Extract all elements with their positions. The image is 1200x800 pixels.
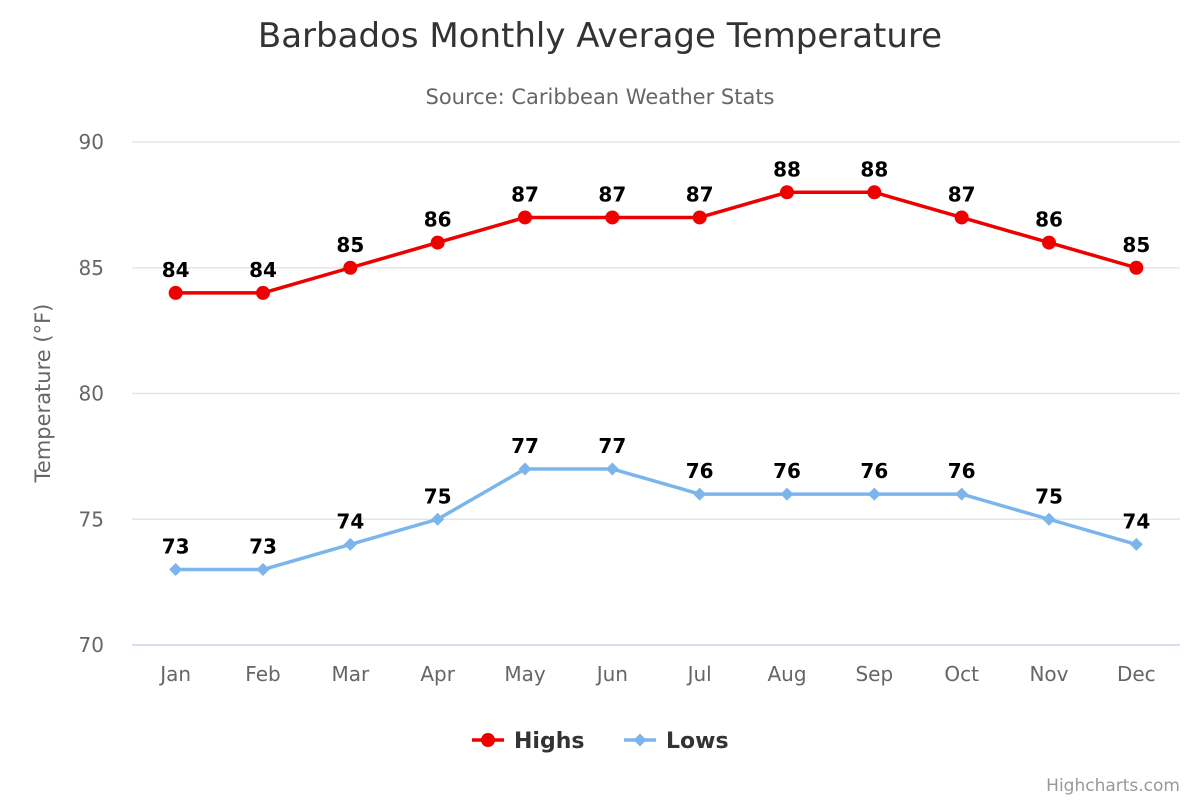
data-label: 76 — [686, 459, 714, 483]
data-label: 77 — [511, 434, 539, 458]
x-tick-label: Jul — [686, 662, 712, 686]
x-tick-label: Feb — [245, 662, 280, 686]
data-point[interactable] — [867, 185, 882, 200]
x-axis-ticks: Jan Feb Mar Apr May Jun Jul Aug Sep Oct Nov Dec — [158, 662, 1155, 686]
data-point[interactable] — [692, 210, 707, 225]
data-point[interactable] — [1129, 260, 1144, 275]
grid-lines — [132, 141, 1180, 646]
x-tick-label: Dec — [1117, 662, 1156, 686]
series-line — [175, 190, 1137, 295]
data-point[interactable] — [343, 537, 357, 551]
data-label: 86 — [1035, 208, 1063, 232]
data-point[interactable] — [955, 487, 969, 501]
legend: Highs Lows — [472, 729, 729, 754]
x-tick-label: Sep — [855, 662, 893, 686]
data-label: 85 — [1122, 233, 1150, 257]
x-tick-label: Nov — [1029, 662, 1068, 686]
series-highs: 84 84 85 86 87 87 87 88 88 87 86 85 — [162, 157, 1150, 300]
series-layer: 84 84 85 86 87 87 87 88 88 87 86 85 73 73 74 75 77 77 76 76… — [162, 157, 1150, 577]
data-label: 74 — [1122, 509, 1150, 533]
data-label: 75 — [424, 484, 452, 508]
data-point[interactable] — [1042, 512, 1056, 526]
y-tick-label: 75 — [79, 507, 104, 531]
data-label: 87 — [511, 182, 539, 206]
legend-label: Lows — [666, 729, 729, 754]
data-point[interactable] — [605, 210, 620, 225]
data-point[interactable] — [780, 487, 794, 501]
data-label: 86 — [424, 208, 452, 232]
chart-title: Barbados Monthly Average Temperature — [258, 16, 942, 56]
y-tick-label: 80 — [79, 382, 104, 406]
legend-item-lows[interactable]: Lows — [624, 729, 729, 754]
data-label: 84 — [162, 258, 190, 282]
data-label: 88 — [860, 157, 888, 181]
series-lows: 73 73 74 75 77 77 76 76 76 76 75 74 — [162, 434, 1150, 577]
x-tick-label: Aug — [767, 662, 806, 686]
data-point[interactable] — [693, 487, 707, 501]
data-point[interactable] — [1129, 537, 1143, 551]
x-tick-label: Jan — [158, 662, 191, 686]
data-point[interactable] — [256, 285, 270, 300]
y-axis-title: Temperature (°F) — [31, 304, 55, 484]
data-point[interactable] — [867, 487, 881, 501]
credits-link[interactable]: Highcharts.com — [1046, 776, 1180, 796]
data-point[interactable] — [954, 210, 969, 225]
data-label: 87 — [948, 182, 976, 206]
legend-item-highs[interactable]: Highs — [472, 729, 584, 754]
data-label: 87 — [686, 182, 714, 206]
data-point[interactable] — [431, 512, 445, 526]
y-axis-ticks: 70 75 80 85 90 — [79, 130, 104, 657]
x-tick-label: Oct — [944, 662, 979, 686]
data-label: 88 — [773, 157, 801, 181]
legend-marker — [633, 733, 647, 747]
data-label: 73 — [162, 535, 190, 559]
x-tick-label: Apr — [420, 662, 455, 686]
data-point[interactable] — [343, 260, 358, 275]
data-point[interactable] — [256, 563, 270, 577]
data-label: 76 — [773, 459, 801, 483]
y-tick-label: 85 — [79, 256, 104, 280]
data-point[interactable] — [169, 563, 183, 577]
data-point[interactable] — [518, 462, 532, 476]
series-line — [175, 467, 1137, 572]
data-point[interactable] — [430, 235, 445, 250]
x-tick-label: May — [504, 662, 546, 686]
y-tick-label: 90 — [79, 130, 104, 154]
data-point[interactable] — [605, 462, 619, 476]
data-point[interactable] — [780, 185, 794, 200]
data-label: 85 — [336, 233, 364, 257]
legend-marker — [481, 733, 495, 747]
legend-label: Highs — [514, 729, 584, 754]
chart-subtitle: Source: Caribbean Weather Stats — [425, 85, 774, 109]
data-label: 75 — [1035, 484, 1063, 508]
data-label: 73 — [249, 535, 277, 559]
data-label: 74 — [336, 509, 364, 533]
data-label: 76 — [948, 459, 976, 483]
data-point[interactable] — [518, 210, 532, 225]
data-label: 87 — [598, 182, 626, 206]
data-point[interactable] — [168, 285, 183, 300]
y-tick-label: 70 — [79, 633, 104, 657]
x-tick-label: Mar — [331, 662, 370, 686]
data-label: 84 — [249, 258, 277, 282]
x-tick-label: Jun — [595, 662, 628, 686]
data-point[interactable] — [1042, 235, 1056, 250]
data-label: 77 — [598, 434, 626, 458]
data-label: 76 — [860, 459, 888, 483]
